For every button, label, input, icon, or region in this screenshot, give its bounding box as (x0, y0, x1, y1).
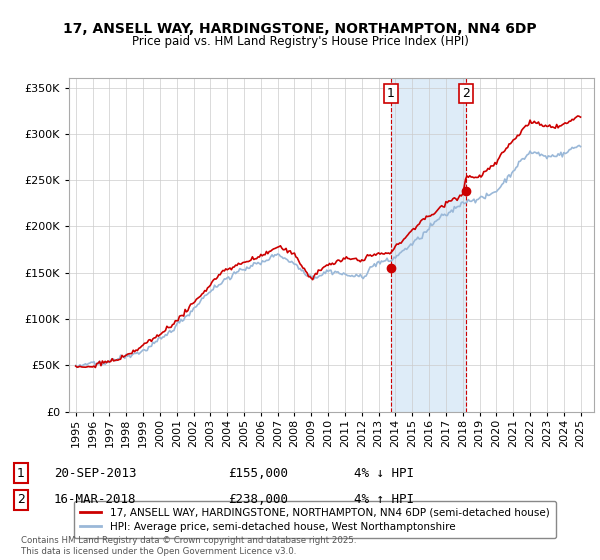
Text: 2: 2 (17, 493, 25, 506)
Text: 1: 1 (387, 87, 395, 100)
Text: 4% ↓ HPI: 4% ↓ HPI (354, 466, 414, 480)
Bar (391, 78, 466, 412)
Text: Contains HM Land Registry data © Crown copyright and database right 2025.
This d: Contains HM Land Registry data © Crown c… (21, 536, 356, 556)
Text: Price paid vs. HM Land Registry's House Price Index (HPI): Price paid vs. HM Land Registry's House … (131, 35, 469, 48)
Text: £155,000: £155,000 (228, 466, 288, 480)
Text: 17, ANSELL WAY, HARDINGSTONE, NORTHAMPTON, NN4 6DP: 17, ANSELL WAY, HARDINGSTONE, NORTHAMPTO… (63, 22, 537, 36)
Legend: 17, ANSELL WAY, HARDINGSTONE, NORTHAMPTON, NN4 6DP (semi-detached house), HPI: A: 17, ANSELL WAY, HARDINGSTONE, NORTHAMPTO… (74, 501, 556, 538)
Text: 1: 1 (17, 466, 25, 480)
Text: 2: 2 (463, 87, 470, 100)
Text: £238,000: £238,000 (228, 493, 288, 506)
Text: 4% ↑ HPI: 4% ↑ HPI (354, 493, 414, 506)
Text: 16-MAR-2018: 16-MAR-2018 (54, 493, 137, 506)
Text: 20-SEP-2013: 20-SEP-2013 (54, 466, 137, 480)
